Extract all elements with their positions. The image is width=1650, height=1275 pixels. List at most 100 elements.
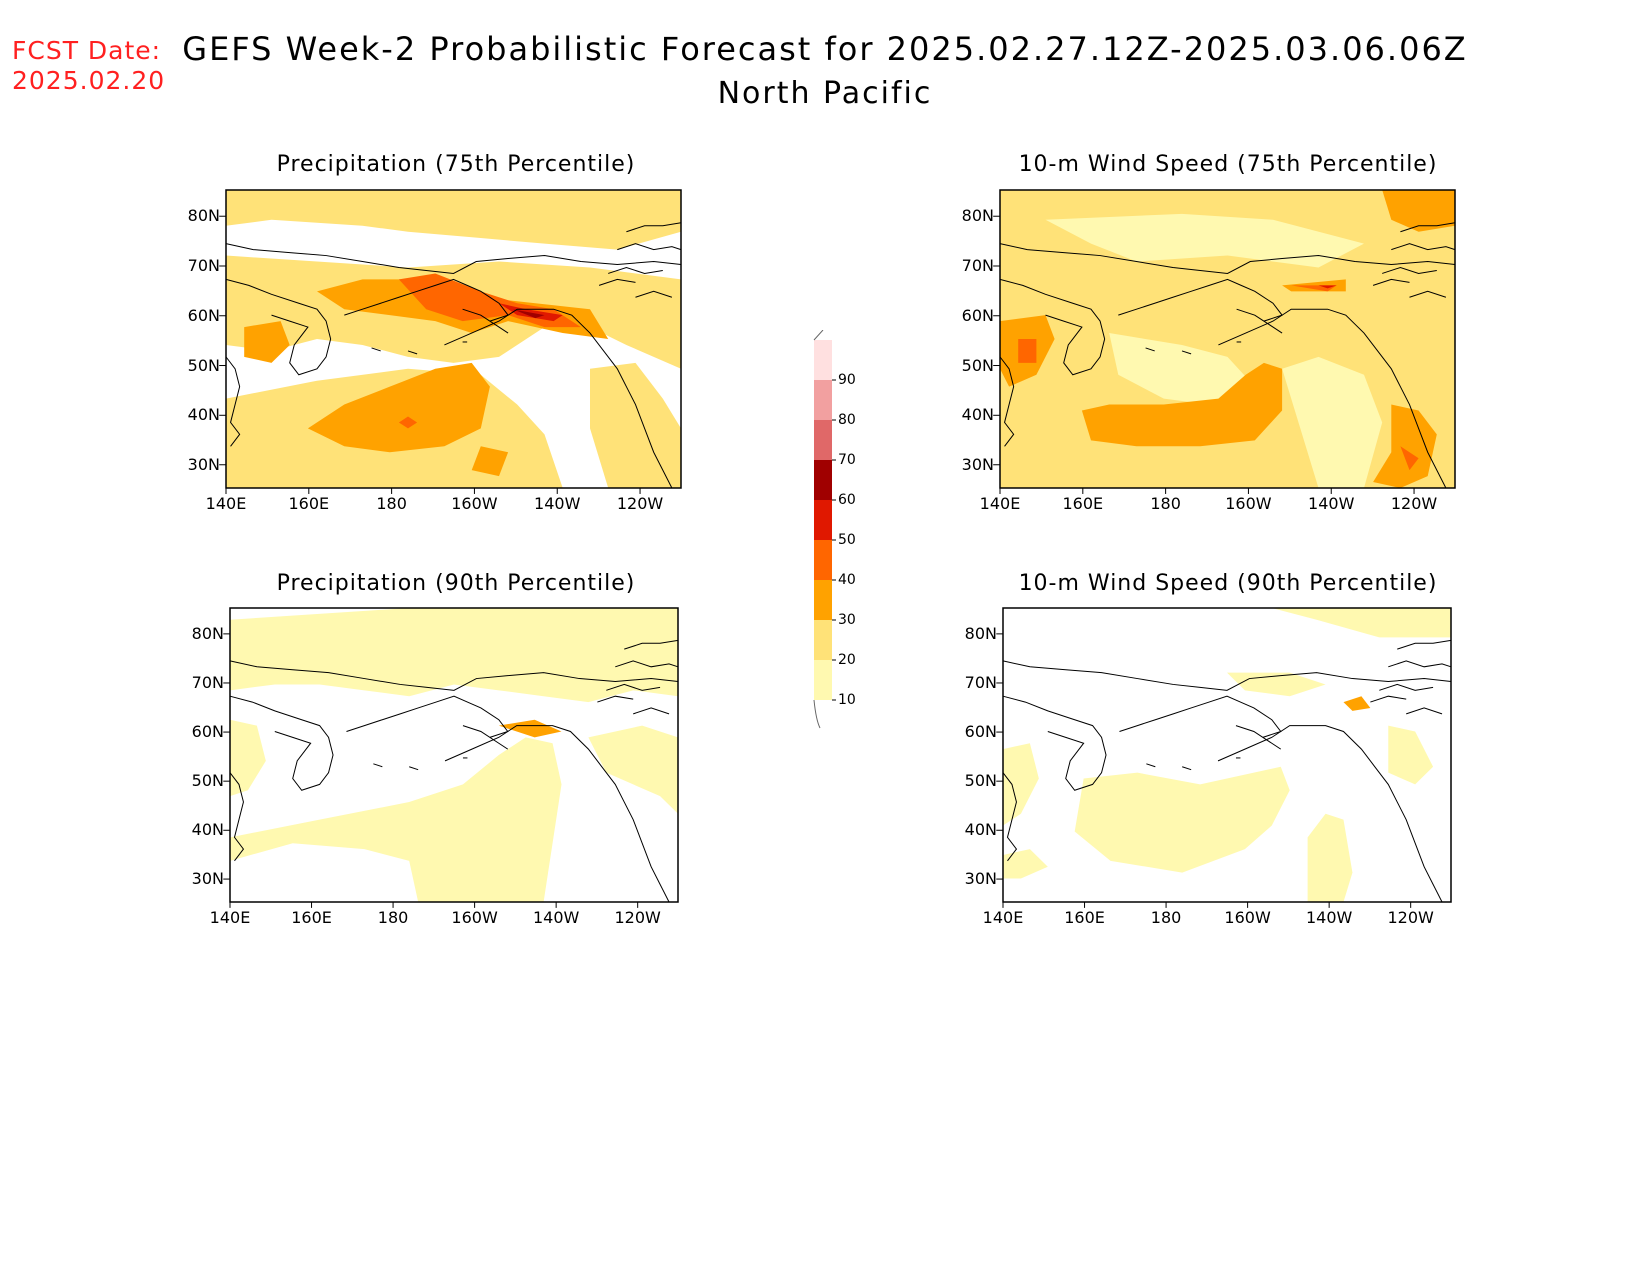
coastline <box>1000 357 1014 446</box>
colorbar: 10 20 30 40 50 60 70 80 90 <box>800 329 870 730</box>
coastline <box>1379 684 1433 690</box>
coastline <box>1146 764 1155 767</box>
coastline <box>617 244 681 250</box>
coastline <box>1391 244 1455 250</box>
coastline <box>606 684 660 690</box>
probability-contour <box>471 446 509 477</box>
colorbar-svg <box>813 329 836 729</box>
lon-label: 140W <box>534 494 581 513</box>
coastline <box>1000 279 1105 374</box>
map-frame <box>226 190 681 488</box>
lon-label: 120W <box>616 494 664 513</box>
coastline <box>1003 661 1451 690</box>
map-frame <box>1003 608 1451 902</box>
colorbar-label: 50 <box>838 532 856 548</box>
coastline <box>1119 696 1280 737</box>
coastline <box>1388 661 1451 667</box>
probability-contour <box>230 719 266 797</box>
lat-label: 60N <box>964 722 997 742</box>
coastline <box>346 696 507 737</box>
fcst-date-value: 2025.02.20 <box>12 66 166 95</box>
colorbar-label: 80 <box>838 412 856 428</box>
lon-label: 160W <box>451 494 498 513</box>
probability-contour <box>244 321 290 363</box>
lon-label: 180 <box>376 494 407 513</box>
lat-label: 30N <box>191 869 224 889</box>
forecast-date: FCST Date: 2025.02.20 <box>12 36 165 96</box>
map-canvas <box>1000 190 1455 488</box>
coastline <box>1118 279 1282 321</box>
probability-contour <box>499 303 563 322</box>
coastline <box>1237 309 1283 333</box>
probability-contour <box>1081 362 1283 447</box>
probability-contour <box>398 416 418 429</box>
lon-label: 160W <box>451 908 498 927</box>
coastline <box>636 291 672 297</box>
map-frame <box>1000 190 1455 488</box>
coastline <box>1370 696 1406 702</box>
lon-label: 160E <box>291 908 332 927</box>
probability-contour <box>226 190 681 250</box>
lat-label: 80N <box>961 206 994 226</box>
probability-contour <box>307 362 490 453</box>
lat-label: 40N <box>187 405 220 425</box>
colorbar-label: 90 <box>838 372 856 388</box>
colorbar-label: 70 <box>838 452 856 468</box>
coastline <box>615 661 678 667</box>
region-title: North Pacific <box>717 76 933 111</box>
lat-label: 60N <box>187 305 220 325</box>
coastline <box>597 696 633 702</box>
probability-contour <box>588 725 678 814</box>
coastline <box>1406 708 1442 714</box>
coastline <box>633 708 669 714</box>
probability-contour <box>1045 213 1364 268</box>
probability-contour <box>1282 356 1383 488</box>
lon-label: 140W <box>1305 908 1353 927</box>
lat-label: 80N <box>191 623 224 643</box>
lat-label: 50N <box>961 355 994 375</box>
colorbar-segment <box>814 340 832 380</box>
coastline <box>463 726 508 750</box>
lat-label: 70N <box>187 255 220 275</box>
lat-label: 40N <box>191 820 224 840</box>
lon-label: 180 <box>377 908 409 927</box>
lon-label: 140W <box>532 908 580 927</box>
coastline <box>409 767 418 770</box>
probability-contour <box>1318 285 1337 289</box>
lat-label: 40N <box>964 820 997 840</box>
probability-contour <box>1003 849 1048 879</box>
lon-label: 140E <box>979 494 1021 513</box>
map-precip-90: 80N 70N 60N 50N 40N 30N 140E 160E 180 160W 140W 120… <box>192 608 678 927</box>
coastline <box>1003 773 1016 861</box>
colorbar-segment <box>814 540 832 580</box>
colorbar-label: 10 <box>838 692 856 708</box>
coastline <box>230 773 243 861</box>
coastline <box>230 661 678 690</box>
probability-contour <box>1388 725 1434 785</box>
coastline <box>408 351 417 354</box>
lon-label: 160E <box>1062 494 1104 513</box>
coastline <box>1373 279 1409 285</box>
probability-contour <box>1382 190 1455 232</box>
probability-contour <box>1074 766 1290 873</box>
map-canvas <box>230 608 678 902</box>
coastline <box>230 696 333 790</box>
map-wind-75: 80N 70N 60N 50N 40N 30N 140E 160E 180 160W 140W 120… <box>962 190 1455 513</box>
probability-contour <box>498 719 562 738</box>
coastline <box>1000 244 1455 274</box>
coastline <box>1397 640 1451 649</box>
coastline <box>372 348 381 351</box>
lon-label: 140W <box>1308 494 1355 513</box>
colorbar-arrow-top <box>813 329 824 341</box>
map-precip-75: 80N 70N 60N 50N 40N 30N 140E 160E 180 160W 140W 120… <box>188 190 681 513</box>
colorbar-segment <box>814 620 832 660</box>
lat-label: 30N <box>187 454 220 474</box>
coastline <box>344 279 508 321</box>
lat-label: 70N <box>964 672 997 692</box>
lon-label: 140E <box>982 908 1024 927</box>
lon-label: 140E <box>205 494 247 513</box>
map-canvas <box>226 190 681 488</box>
probability-contour <box>1271 608 1451 638</box>
lon-label: 180 <box>1150 908 1182 927</box>
probability-contour <box>512 309 545 319</box>
